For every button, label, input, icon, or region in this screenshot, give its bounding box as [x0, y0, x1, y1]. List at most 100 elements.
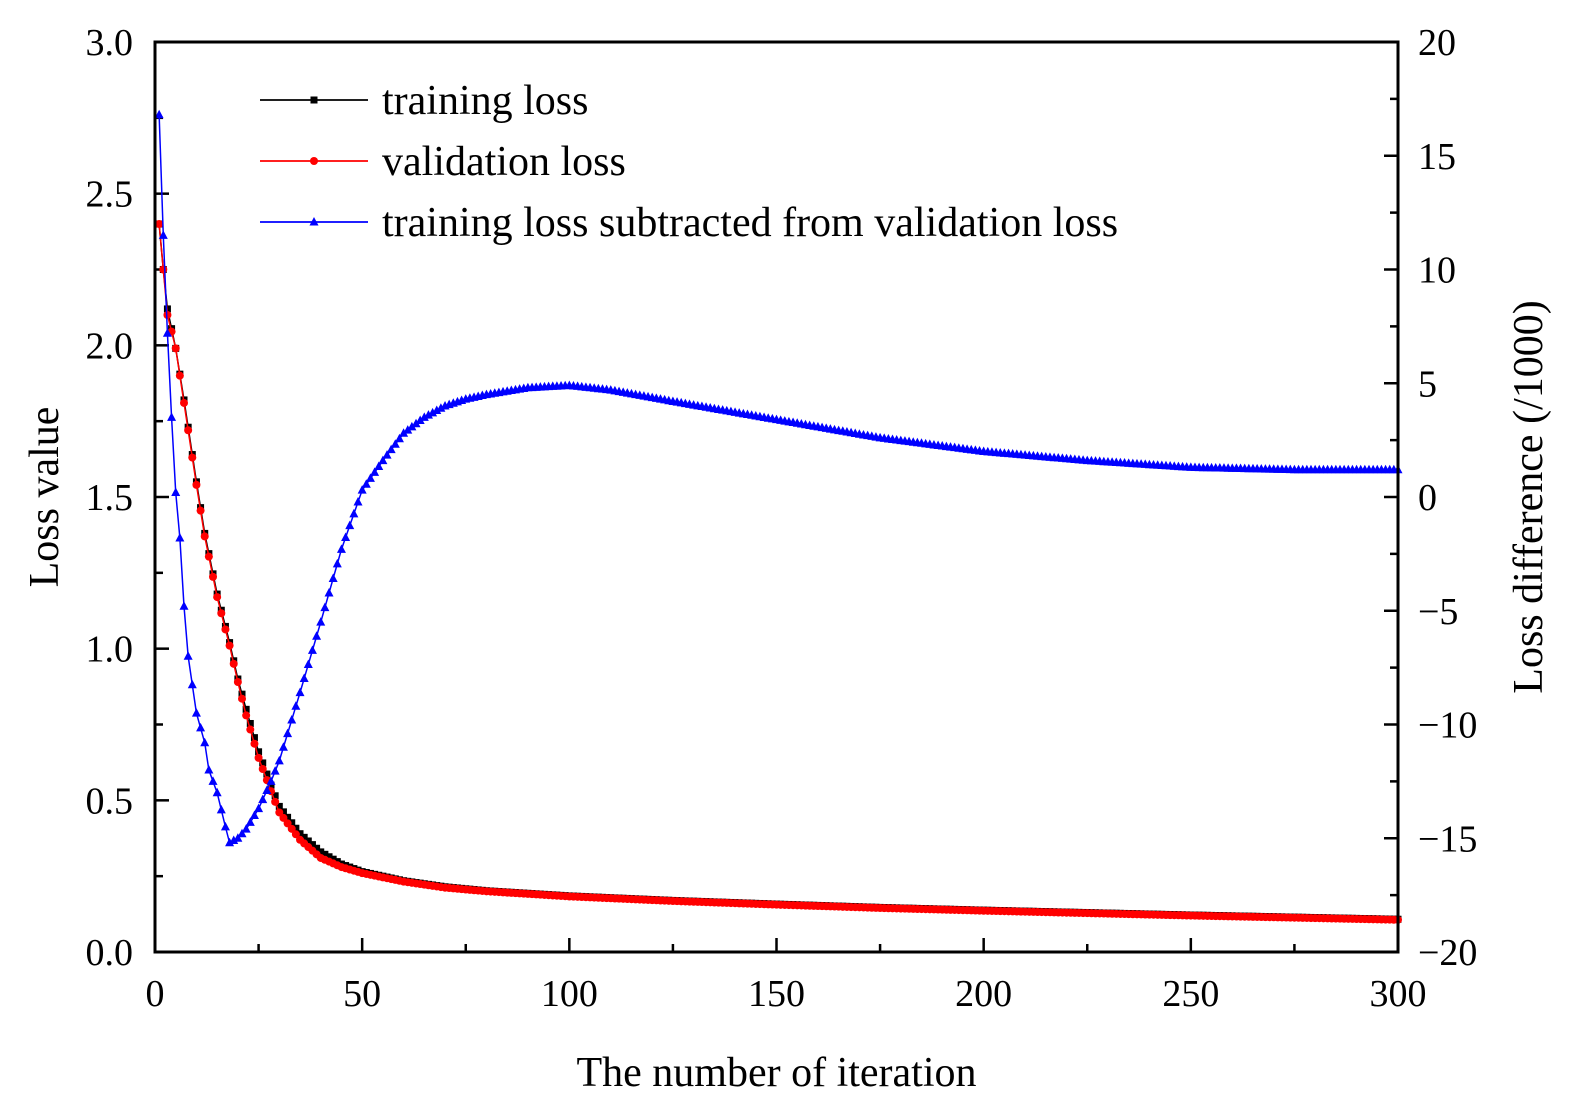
data-point [250, 734, 258, 742]
data-point [423, 410, 433, 419]
legend-label: validation loss [382, 139, 626, 185]
data-point [275, 802, 283, 810]
data-point [299, 673, 309, 683]
data-point [300, 833, 308, 841]
data-point [428, 407, 438, 417]
data-point [175, 532, 185, 542]
data-point [200, 532, 209, 541]
data-point [184, 426, 193, 435]
data-point [432, 405, 442, 415]
legend-swatch-marker [310, 96, 318, 104]
data-point [242, 705, 250, 713]
y-tick-label: 3.0 [86, 22, 134, 64]
data-point [288, 819, 296, 827]
data-point [284, 813, 292, 821]
data-point [378, 455, 388, 465]
y2-tick-label: 10 [1418, 250, 1456, 292]
series-line [158, 223, 1399, 920]
data-point [246, 725, 255, 734]
data-point [415, 415, 425, 425]
data-point [287, 824, 296, 833]
data-point [403, 425, 413, 434]
data-point [255, 748, 263, 756]
data-point [436, 403, 446, 412]
data-point [275, 808, 284, 817]
data-point [258, 794, 268, 804]
data-point [196, 506, 205, 515]
x-tick-label: 100 [541, 973, 598, 1015]
left-axis-ticks: 0.0 0.5 1.0 1.5 2.0 2.5 3.0 [86, 22, 169, 974]
data-point [266, 776, 276, 785]
series-line [158, 223, 1399, 921]
data-point [254, 753, 263, 762]
x-tick-label: 250 [1162, 973, 1219, 1015]
data-point [399, 428, 409, 437]
data-point [287, 714, 297, 724]
data-point [325, 853, 333, 861]
data-point [279, 808, 287, 816]
data-point [258, 764, 267, 773]
data-point [313, 844, 321, 852]
x-tick-label: 300 [1370, 973, 1427, 1015]
plot-frame [153, 40, 1400, 954]
data-point [332, 558, 342, 568]
data-point [221, 625, 230, 634]
data-point [267, 781, 275, 789]
data-point [233, 833, 243, 842]
data-point [175, 371, 184, 380]
data-point [365, 473, 375, 482]
data-point [200, 737, 210, 747]
legend-label: training loss [382, 78, 589, 124]
data-point [158, 230, 168, 239]
data-point [233, 678, 242, 687]
data-point [345, 520, 355, 530]
x-tick-label: 200 [955, 973, 1012, 1015]
data-point [353, 497, 363, 506]
y2-tick-label: −15 [1418, 818, 1477, 860]
data-point [382, 450, 392, 459]
data-point [254, 803, 264, 813]
data-point [171, 487, 181, 496]
data-point [407, 421, 417, 431]
data-point [270, 766, 280, 775]
data-point [390, 439, 400, 448]
data-point [159, 265, 168, 274]
data-point [242, 711, 251, 720]
series-layer [154, 109, 1403, 924]
data-point [324, 588, 334, 597]
data-point [191, 708, 201, 717]
y2-tick-label: −5 [1418, 591, 1458, 633]
data-point [238, 690, 246, 698]
data-point [249, 810, 259, 819]
data-point [245, 817, 255, 826]
data-point [320, 602, 330, 612]
series-0 [155, 220, 1402, 923]
y2-tick-label: 20 [1418, 22, 1456, 64]
y2-tick-label: −20 [1418, 932, 1477, 974]
data-point [357, 485, 367, 494]
data-point [229, 835, 239, 845]
data-point [229, 659, 238, 668]
data-point [179, 601, 189, 610]
data-point [317, 848, 325, 856]
data-point [316, 617, 326, 626]
data-point [328, 573, 338, 582]
data-point [386, 444, 396, 454]
data-point [217, 609, 226, 618]
data-point [291, 830, 300, 839]
data-point [291, 701, 301, 710]
x-tick-label: 50 [343, 973, 381, 1015]
y-tick-label: 1.0 [86, 629, 134, 671]
data-point [303, 659, 313, 668]
data-point [213, 593, 222, 602]
data-point [349, 508, 359, 518]
data-point [246, 719, 254, 727]
y-tick-label: 0.5 [86, 780, 134, 822]
legend-swatch-marker [310, 157, 318, 165]
data-point [238, 694, 247, 703]
data-point [212, 787, 222, 797]
legend: training loss validation loss training l… [260, 78, 1118, 246]
data-point [307, 645, 317, 654]
data-point [196, 722, 206, 732]
